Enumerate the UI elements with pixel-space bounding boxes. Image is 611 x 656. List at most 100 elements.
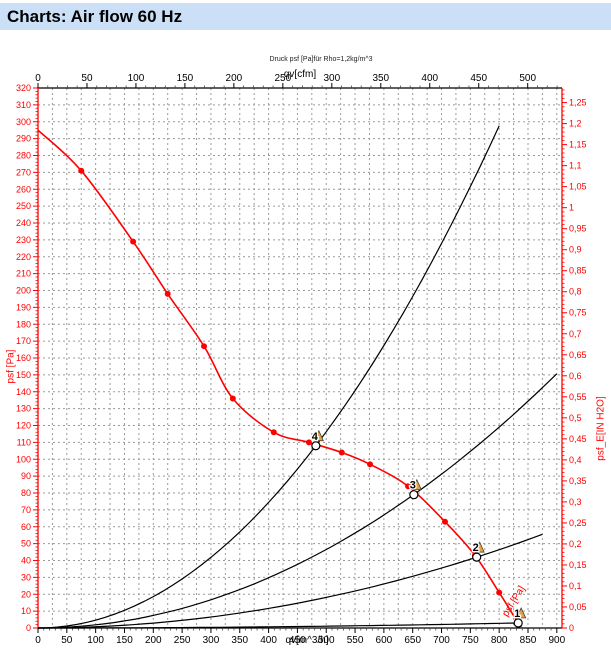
tick-label: 150 [16, 370, 31, 380]
tick-label: 0,7 [569, 329, 582, 339]
fan-curve-marker [496, 589, 503, 596]
tick-label: 0,85 [569, 266, 587, 276]
tick-label: 0,45 [569, 434, 587, 444]
op-point-triangle [516, 607, 527, 619]
tick-label: 450 [470, 73, 487, 84]
tick-label: 50 [61, 635, 73, 646]
tick-label: 280 [16, 151, 31, 161]
tick-label: 1,25 [569, 98, 587, 108]
op-point-number: 3 [410, 480, 416, 492]
op-point-number: 4 [312, 431, 319, 443]
tick-label: 0,2 [569, 539, 582, 549]
fan-curve-marker [305, 439, 312, 446]
tick-label: 0,15 [569, 560, 587, 570]
operating-points: 4 3 2 1 [311, 430, 527, 628]
tick-label: 150 [116, 635, 133, 646]
tick-label: 100 [87, 635, 104, 646]
tick-label: 1,15 [569, 140, 587, 150]
fan-curve-marker [201, 343, 208, 350]
tick-label: 0,75 [569, 308, 587, 318]
tick-label: 800 [491, 635, 508, 646]
tick-label: 1,05 [569, 182, 587, 192]
tick-label: 100 [128, 73, 145, 84]
fan-curve-path [37, 129, 523, 629]
tick-label: 240 [16, 218, 31, 228]
grid [38, 88, 562, 628]
tick-label: 500 [519, 73, 536, 84]
tick-label: 130 [16, 404, 31, 414]
tick-label: 0,3 [569, 497, 582, 507]
tick-label: 300 [203, 635, 220, 646]
tick-label: 170 [16, 336, 31, 346]
tick-label: 850 [520, 635, 537, 646]
system-curve-1 [38, 622, 522, 629]
tick-label: 350 [231, 635, 248, 646]
tick-label: 0,05 [569, 602, 587, 612]
tick-label: 260 [16, 184, 31, 194]
tick-label: 190 [16, 302, 31, 312]
tick-label: 0,8 [569, 287, 582, 297]
tick-label: 30 [21, 572, 31, 582]
tick-label: 200 [145, 635, 162, 646]
tick-label: 50 [81, 73, 93, 84]
tick-label: 200 [226, 73, 243, 84]
tick-label: 300 [16, 117, 31, 127]
tick-label: 270 [16, 167, 31, 177]
tick-label: 120 [16, 421, 31, 431]
tick-label: 750 [462, 635, 479, 646]
tick-label: 400 [421, 73, 438, 84]
tick-label: 0,25 [569, 518, 587, 528]
op-point-triangle [411, 478, 422, 491]
op-point-marker-1[interactable] [513, 618, 523, 628]
tick-label: 1,1 [569, 161, 582, 171]
tick-label: 180 [16, 319, 31, 329]
tick-label: 310 [16, 100, 31, 110]
tick-label: 60 [21, 522, 31, 532]
fan-curve-marker [229, 395, 236, 402]
tick-label: 0 [35, 635, 41, 646]
tick-label: 700 [433, 635, 450, 646]
page-title: Charts: Air flow 60 Hz [7, 6, 183, 26]
tick-label: 500 [318, 635, 335, 646]
left-axis: 3203103002902802702602502402302202102001… [16, 83, 38, 633]
tick-label: 0 [35, 73, 41, 84]
fan-curve-marker [270, 429, 277, 436]
fan-curve-marker [405, 483, 412, 490]
tick-label: 0,55 [569, 392, 587, 402]
right-axis: 1,25 1,2 1,15 1,1 1,05 1 0,95 0,9 0,85 0,8 0,75 0,7… [562, 89, 587, 633]
tick-label: 220 [16, 252, 31, 262]
tick-label: 0,1 [569, 581, 582, 591]
op-point-marker-4[interactable] [311, 441, 321, 451]
tick-label: 320 [16, 83, 31, 93]
density-note: Druck psf [Pa]für Rho=1,2kg/m^3 [269, 56, 373, 63]
tick-label: 110 [17, 437, 31, 447]
tick-label: 200 [16, 286, 31, 296]
tick-label: 1 [569, 203, 574, 213]
tick-label: 550 [347, 635, 364, 646]
fan-curve-marker [367, 461, 374, 468]
tick-label: 100 [16, 454, 31, 464]
tick-label: 230 [16, 235, 31, 245]
tick-label: 80 [21, 488, 31, 498]
right-axis-title: psf_E[IN H2O] [595, 396, 607, 461]
fan-curve [37, 129, 523, 629]
tick-label: 0,9 [569, 245, 582, 255]
tick-label: 0,65 [569, 350, 587, 360]
tick-label: 650 [404, 635, 421, 646]
tick-label: 0 [26, 623, 31, 633]
tick-label: 1,2 [569, 119, 582, 129]
tick-label: 150 [177, 73, 194, 84]
op-point-marker-3[interactable] [409, 490, 419, 500]
op-point-marker-2[interactable] [472, 552, 482, 562]
tick-label: 210 [16, 269, 31, 279]
tick-label: 50 [21, 539, 31, 549]
op-point-number: 1 [514, 608, 520, 620]
tick-label: 400 [260, 635, 277, 646]
system-curves [37, 125, 558, 629]
fan-curve-marker [78, 167, 85, 174]
tick-label: 250 [174, 635, 191, 646]
left-axis-title: psf [Pa] [5, 349, 17, 384]
page-title-bar: Charts: Air flow 60 Hz [0, 3, 611, 30]
op-point-triangle [474, 541, 485, 553]
